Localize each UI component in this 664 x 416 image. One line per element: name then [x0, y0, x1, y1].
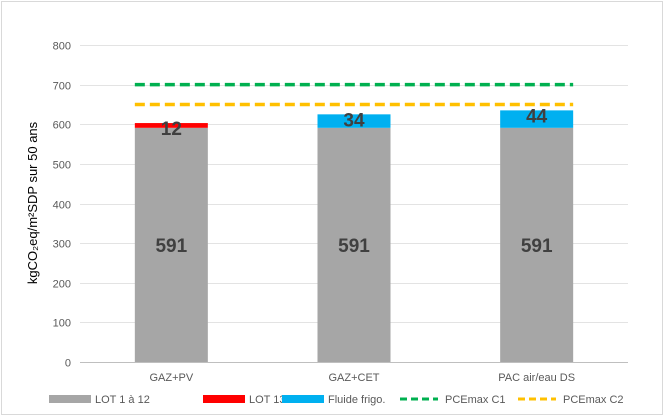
bar-segment [500, 127, 574, 362]
bar-segment [317, 114, 391, 128]
y-tick-label: 200 [53, 279, 71, 291]
y-tick-label: 300 [53, 239, 71, 251]
y-axis-ticks: 0 100 200 300 400 500 600 700 800 [53, 41, 71, 370]
data-label: 12 [161, 119, 182, 140]
y-tick-label: 400 [53, 200, 71, 212]
data-label: 34 [343, 110, 365, 131]
data-labels: 591 12 591 34 591 44 [155, 106, 552, 257]
bar-segment [500, 110, 574, 128]
bar-segment [134, 123, 208, 128]
reference-lines [134, 82, 574, 107]
y-axis-label: kgCO₂eq/m²SDP sur 50 ans [25, 121, 40, 284]
y-tick-label: 100 [53, 318, 71, 330]
data-label: 591 [155, 236, 187, 257]
legend-label: LOT 1 à 12 [95, 394, 150, 406]
category-label: GAZ+PV [149, 372, 193, 384]
bar-segment [134, 127, 208, 362]
bars [134, 110, 574, 362]
legend-swatch [203, 395, 245, 403]
legend-label: Fluide frigo. [328, 394, 385, 406]
legend-swatch [49, 395, 91, 403]
y-tick-label: 0 [65, 358, 71, 370]
y-tick-label: 600 [53, 120, 71, 132]
category-label: PAC air/eau DS [498, 372, 575, 384]
y-tick-label: 700 [53, 81, 71, 93]
data-label: 44 [526, 106, 548, 127]
legend-swatch [282, 395, 324, 403]
y-tick-label: 500 [53, 160, 71, 172]
data-label: 591 [521, 236, 553, 257]
legend-label: PCEmax C2 [563, 394, 624, 406]
y-tick-label: 800 [53, 41, 71, 53]
category-label: GAZ+CET [328, 372, 379, 384]
legend-label: PCEmax C1 [445, 394, 506, 406]
data-label: 591 [338, 236, 370, 257]
legend: LOT 1 à 12 LOT 13 : PV Fluide frigo. PCEmax… [49, 394, 624, 406]
category-labels: GAZ+PV GAZ+CET PAC air/eau DS [149, 372, 575, 384]
bar-segment [317, 127, 391, 362]
